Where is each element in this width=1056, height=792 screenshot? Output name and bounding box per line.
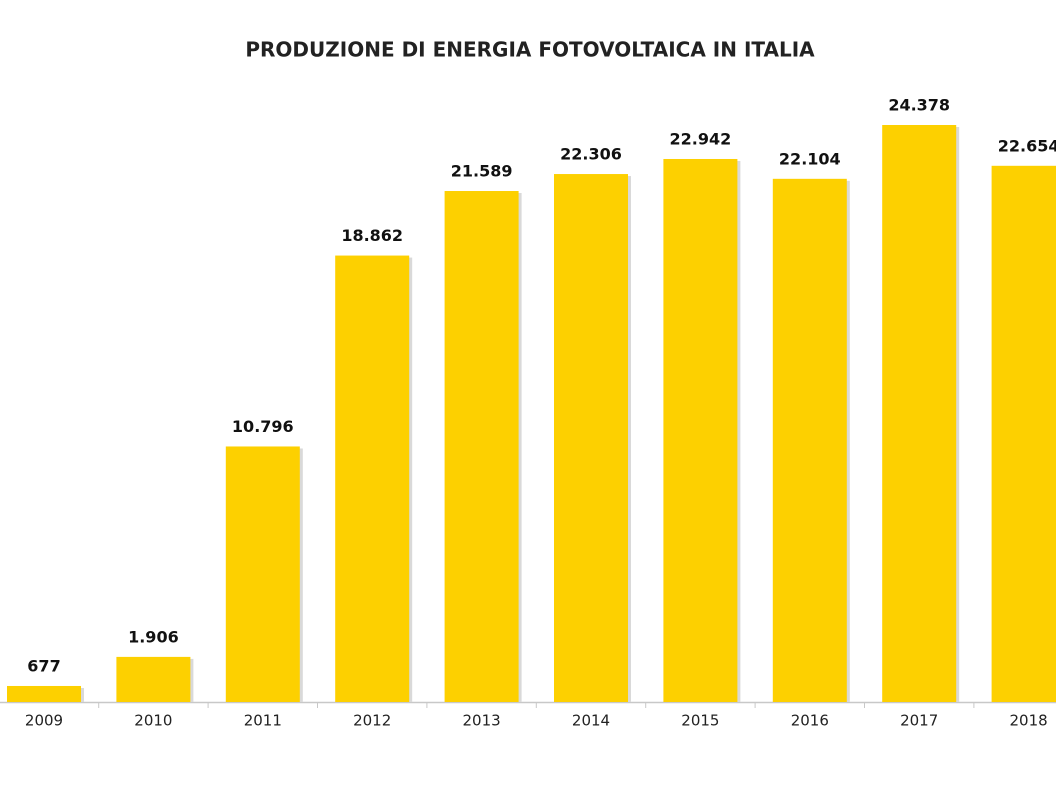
x-tick-label: 2010 bbox=[134, 712, 172, 730]
bar bbox=[116, 656, 191, 702]
value-label: 1.906 bbox=[128, 627, 179, 646]
x-tick-label: 2018 bbox=[1010, 712, 1048, 730]
x-tick-label: 2015 bbox=[681, 712, 719, 730]
value-label: 22.654 bbox=[998, 136, 1056, 155]
bar bbox=[991, 165, 1056, 702]
bar bbox=[772, 178, 847, 702]
value-label: 22.942 bbox=[670, 129, 732, 148]
bar bbox=[554, 174, 628, 702]
bar bbox=[335, 255, 410, 702]
value-label: 18.862 bbox=[341, 226, 403, 245]
x-tick-label: 2009 bbox=[25, 712, 63, 730]
x-tick-label: 2012 bbox=[353, 712, 391, 730]
bar bbox=[444, 191, 519, 702]
x-tick-label: 2011 bbox=[244, 712, 282, 730]
x-tick-label: 2014 bbox=[572, 712, 610, 730]
bar bbox=[7, 685, 81, 702]
chart-title: PRODUZIONE DI ENERGIA FOTOVOLTAICA IN IT… bbox=[245, 38, 815, 62]
value-label: 21.589 bbox=[451, 162, 513, 181]
value-label: 10.796 bbox=[232, 417, 294, 436]
bar bbox=[882, 125, 957, 702]
x-tick-label: 2016 bbox=[791, 712, 829, 730]
value-label: 22.104 bbox=[779, 149, 841, 168]
value-label: 677 bbox=[27, 656, 60, 675]
x-tick-label: 2013 bbox=[463, 712, 501, 730]
bar bbox=[663, 158, 738, 702]
value-label: 24.378 bbox=[888, 96, 950, 115]
value-label: 22.306 bbox=[560, 145, 622, 164]
bar bbox=[225, 446, 300, 702]
x-tick-label: 2017 bbox=[900, 712, 938, 730]
